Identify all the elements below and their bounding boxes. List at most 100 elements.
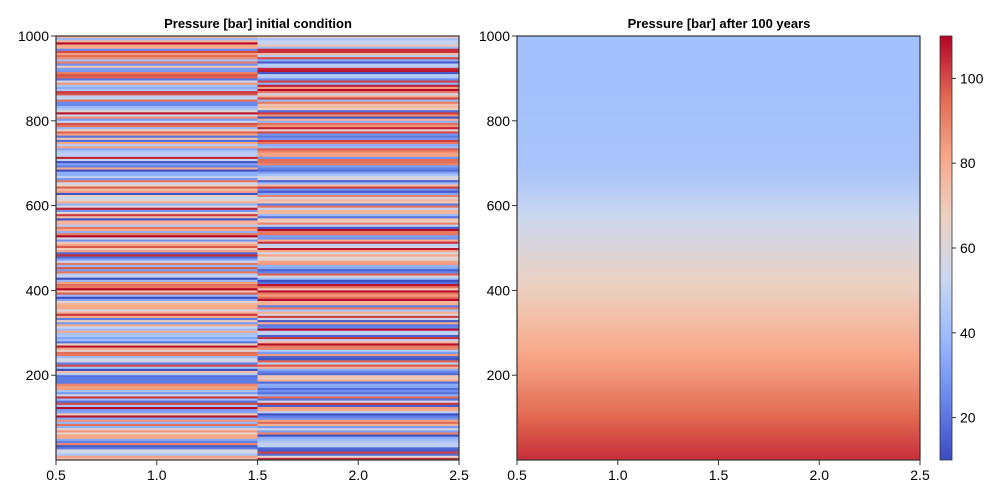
heatmap-cell [257,364,459,368]
heatmap-cell [257,301,459,304]
heatmap-cell [517,244,920,247]
heatmap-cell [56,334,258,338]
heatmap-cell [56,38,258,41]
heatmap-cell [56,330,258,334]
heatmap-cell [517,302,920,305]
heatmap-cell [56,186,258,189]
heatmap-cell [56,320,258,323]
heatmap-cell [257,407,459,410]
heatmap-cell [56,432,258,435]
heatmap-cell [517,432,920,435]
heatmap-cell [517,406,920,409]
heatmap-cell [257,108,459,111]
heatmap-cell [517,228,920,231]
colorbar-tick-label: 20 [960,410,976,426]
heatmap-cell [517,446,920,449]
heatmap-cell [517,422,920,425]
heatmap-cell [257,275,459,278]
heatmap-cell [517,70,920,73]
heatmap-cell [257,284,459,287]
heatmap-cell [257,337,459,340]
heatmap-cell [257,267,459,270]
heatmap-cell [517,274,920,277]
heatmap-cell [517,102,920,105]
heatmap-cell [517,242,920,245]
heatmap-cell [257,188,459,192]
heatmap-cell [257,103,459,107]
heatmap-cell [257,82,459,86]
heatmap-cell [517,300,920,303]
heatmap-cell [257,186,459,189]
x-tick-label: 2.0 [810,467,830,483]
heatmap-cell [257,262,459,266]
heatmap-cell [56,358,258,361]
heatmap-cell [56,97,258,100]
heatmap-cell [56,175,258,179]
heatmap-cell [257,366,459,370]
heatmap-cell [517,316,920,319]
heatmap-cell [257,332,459,336]
heatmap-cell [257,76,459,79]
heatmap-cell [517,392,920,395]
heatmap-cell [56,171,258,175]
heatmap-cell [257,387,459,391]
right-axes: 0.5 1.0 1.5 2.0 2.5 200 400 600 800 1000 [479,28,930,483]
heatmap-cell [517,358,920,361]
heatmap-cell [257,59,459,62]
heatmap-cell [56,137,258,141]
heatmap-cell [257,248,459,251]
colorbar-tick-label: 80 [960,155,976,171]
heatmap-cell [56,220,258,223]
colorbar-tick-label: 40 [960,325,976,341]
heatmap-cell [517,120,920,123]
heatmap-cell [56,351,258,355]
heatmap-cell [257,305,459,308]
left-heatmap-panel: Pressure [bar] initial condition 0.5 1.0 1… [18,16,469,483]
heatmap-cell [517,128,920,131]
heatmap-cell [517,318,920,321]
heatmap-cell [257,417,459,421]
heatmap-cell [56,116,258,119]
heatmap-cell [257,175,459,179]
heatmap-cell [517,126,920,129]
heatmap-cell [257,438,459,442]
heatmap-cell [257,309,459,312]
heatmap-cell [56,91,258,94]
heatmap-cell [517,266,920,269]
heatmap-cell [517,114,920,117]
y-tick-label: 1000 [18,28,49,44]
heatmap-cell [517,132,920,135]
heatmap-cell [257,385,459,389]
heatmap-cell [257,122,459,126]
heatmap-cell [56,315,258,319]
heatmap-cell [257,345,459,348]
heatmap-cell [56,398,258,401]
heatmap-cell [56,343,258,346]
heatmap-cell [257,67,459,71]
heatmap-cell [257,419,459,423]
heatmap-cell [257,447,459,450]
heatmap-cell [257,131,459,134]
heatmap-cell [517,450,920,453]
heatmap-cell [517,440,920,443]
heatmap-cell [517,322,920,325]
heatmap-cell [56,224,258,228]
heatmap-cell [517,394,920,397]
heatmap-cell [56,46,258,50]
heatmap-cell [257,61,459,64]
heatmap-cell [56,370,258,374]
heatmap-cell [56,197,258,200]
colorbar: 20 40 60 80 100 [939,35,984,461]
heatmap-cell [56,438,258,442]
heatmap-cell [517,108,920,111]
heatmap-cell [56,74,258,77]
heatmap-cell [517,146,920,149]
heatmap-cell [257,313,459,317]
heatmap-cell [56,203,258,206]
heatmap-cell [257,428,459,431]
heatmap-cell [517,240,920,243]
heatmap-cell [257,377,459,380]
heatmap-cell [517,402,920,405]
heatmap-cell [56,392,258,395]
heatmap-cell [257,44,459,47]
